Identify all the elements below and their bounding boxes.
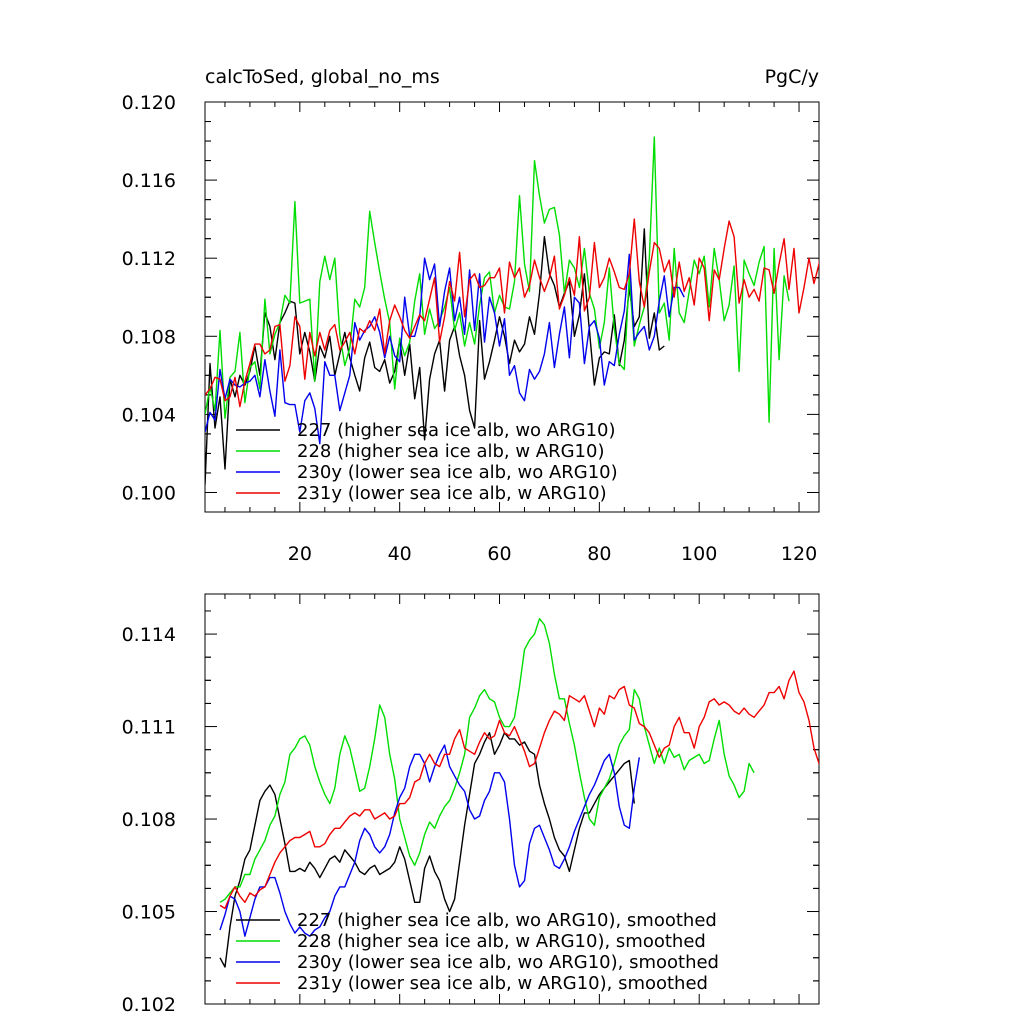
legend-label-227: 227 (higher sea ice alb, wo ARG10) <box>297 420 616 441</box>
x-tick-label-40: 40 <box>388 543 412 565</box>
legend-label-227: 227 (higher sea ice alb, wo ARG10), smoo… <box>297 910 717 931</box>
y-tick-label: 0.116 <box>122 170 176 192</box>
y-tick-label: 0.120 <box>122 92 176 114</box>
y-tick-label: 0.102 <box>122 994 176 1016</box>
x-tick-label-60: 60 <box>487 543 511 565</box>
y-tick-label: 0.108 <box>122 326 176 348</box>
x-tick-label-120: 120 <box>781 543 817 565</box>
y-tick-label: 0.100 <box>122 482 176 504</box>
legend-label-231y: 231y (lower sea ice alb, w ARG10), smoot… <box>297 973 708 994</box>
legend-label-230y: 230y (lower sea ice alb, wo ARG10) <box>297 462 618 483</box>
series-line-230y <box>219 744 640 937</box>
series-line-228 <box>219 618 755 903</box>
series-line-228 <box>205 136 790 423</box>
chart-title: calcToSed, global_no_ms <box>205 66 440 88</box>
legend-label-228: 228 (higher sea ice alb, w ARG10) <box>297 441 604 462</box>
y-tick-label: 0.111 <box>122 717 176 739</box>
y-tick-label: 0.114 <box>122 624 176 646</box>
lines-top <box>205 136 819 485</box>
x-tick-label-100: 100 <box>681 543 717 565</box>
series-line-227 <box>205 228 665 485</box>
lines-bottom <box>219 618 819 968</box>
legend-label-230y: 230y (lower sea ice alb, wo ARG10), smoo… <box>297 952 719 973</box>
y-tick-label: 0.105 <box>122 902 176 924</box>
legend-bottom: 227 (higher sea ice alb, wo ARG10), smoo… <box>236 910 719 994</box>
chart-bottom: 0.102 0.105 0.108 0.111 0.114 227 (higher se… <box>122 593 820 1016</box>
y-tick-label: 0.108 <box>122 809 176 831</box>
legend-label-228: 228 (higher sea ice alb, w ARG10), smoot… <box>297 931 706 952</box>
units-label: PgC/y <box>765 66 819 88</box>
y-tick-label: 0.104 <box>122 404 176 426</box>
series-line-231y <box>205 218 819 408</box>
y-tick-label: 0.112 <box>122 248 176 270</box>
ticks-bottom: 0.102 0.105 0.108 0.111 0.114 <box>122 594 819 1016</box>
ticks-top: 20 40 60 80 100 120 0.100 0.104 0.108 0.112 0.116 0… <box>122 92 819 565</box>
x-tick-label-20: 20 <box>288 543 312 565</box>
legend-top: 227 (higher sea ice alb, wo ARG10)228 (h… <box>236 420 618 504</box>
plot-frame-bottom <box>204 593 820 1005</box>
series-line-230y <box>205 253 685 445</box>
plot-frame-top <box>204 101 820 513</box>
chart-top: calcToSed, global_no_ms PgC/y 20 40 60 80 10… <box>122 66 820 565</box>
series-line-231y <box>219 670 819 910</box>
x-tick-label-80: 80 <box>587 543 611 565</box>
legend-label-231y: 231y (lower sea ice alb, w ARG10) <box>297 483 607 504</box>
